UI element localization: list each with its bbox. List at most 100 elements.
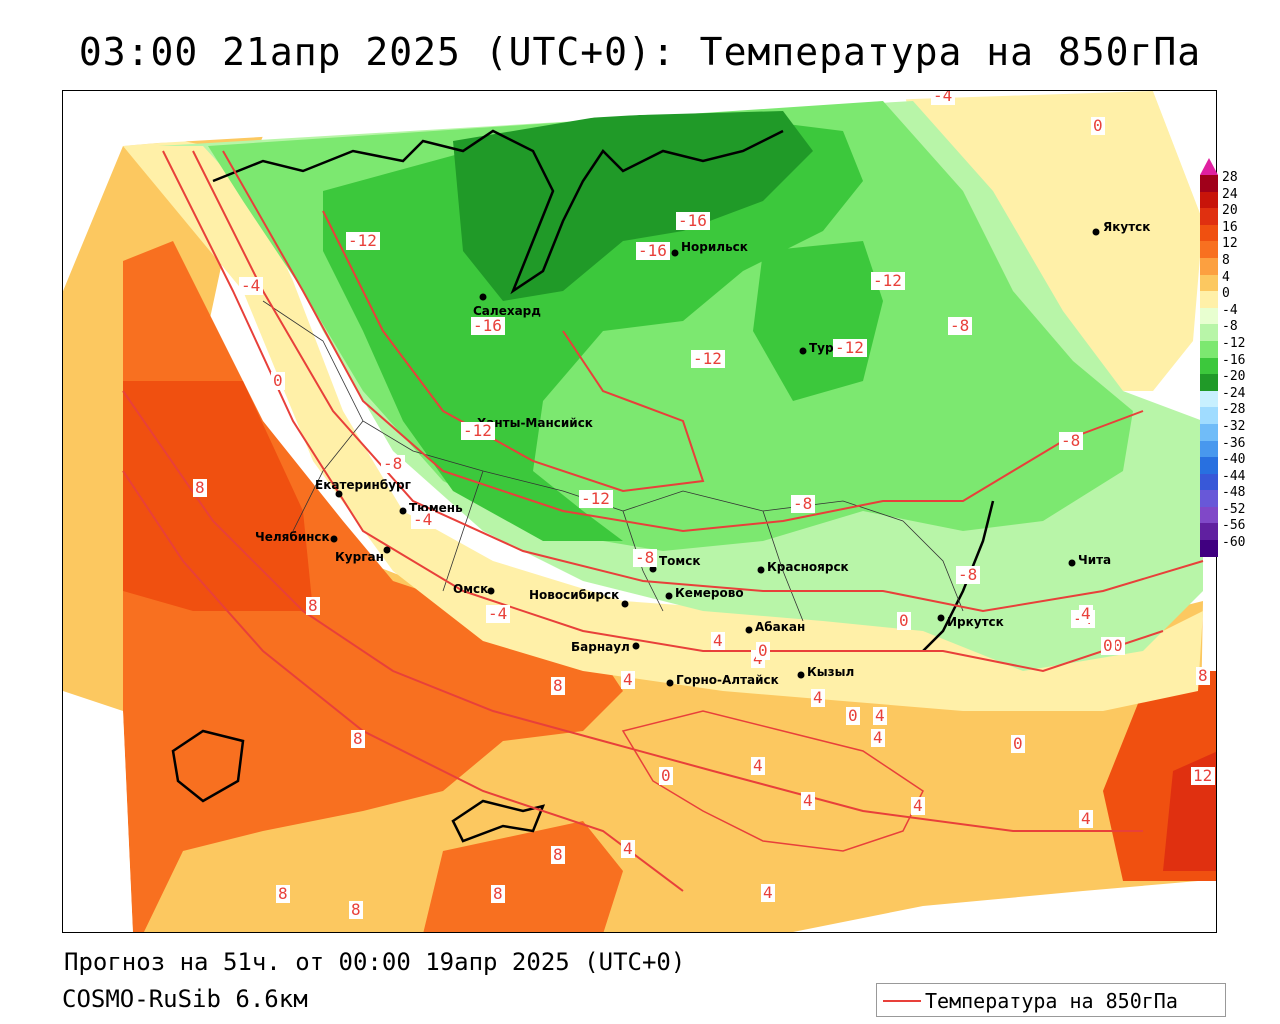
colorbar-swatch <box>1200 473 1218 491</box>
colorbar-tick-label: 16 <box>1222 219 1238 235</box>
colorbar-tick-label: -36 <box>1222 435 1246 451</box>
colorbar-swatch <box>1200 291 1218 308</box>
colorbar-swatch <box>1200 523 1218 541</box>
colorbar-tick-label: -60 <box>1222 535 1246 551</box>
isoline-value-label: -12 <box>348 231 377 250</box>
zone-yellow-ne <box>903 91 1203 391</box>
isoline-value-label: -8 <box>958 565 977 584</box>
city-kyzyl[interactable]: Кызыл <box>797 665 855 679</box>
colorbar-swatch <box>1200 423 1218 441</box>
isoline-label-bg <box>1191 767 1215 785</box>
isoline-label-bg <box>761 884 775 902</box>
city-label: Екатеринбург <box>315 478 411 492</box>
city-salekhard[interactable]: Салехард <box>473 293 541 319</box>
isoline-value-label: 8 <box>351 900 361 919</box>
city-abakan[interactable]: Абакан <box>745 620 806 634</box>
colorbar-tick-label: -56 <box>1222 518 1246 534</box>
city-label: Горно-Алтайск <box>676 673 779 687</box>
city-label: Иркутск <box>947 615 1004 629</box>
isoline-label-bg <box>871 729 885 747</box>
isoline-value-label: 0 <box>899 611 909 630</box>
colorbar-tick-label: 12 <box>1222 236 1238 252</box>
isoline-value-label: 0 <box>758 641 768 660</box>
isoline-label-bg <box>411 511 435 529</box>
city-omsk[interactable]: Омск <box>453 582 495 596</box>
map-title: 03:00 21апр 2025 (UTC+0): Температура на… <box>78 30 1202 74</box>
zone-orange-south <box>423 821 623 932</box>
city-chelyabinsk[interactable]: Челябинск <box>255 530 338 544</box>
isoline-label-bg <box>811 689 825 707</box>
aral-lake <box>171 729 245 803</box>
isoline-value-label: -12 <box>873 271 902 290</box>
isotherm-minus4 <box>192 150 1204 613</box>
isoline-value-label: 4 <box>763 883 773 902</box>
city-kemerovo[interactable]: Кемерово <box>665 586 744 600</box>
forecast-info: Прогноз на 51ч. от 00:00 19апр 2025 (UTC… <box>64 948 686 976</box>
city-irkutsk[interactable]: Иркутск <box>937 614 1004 630</box>
isoline-value-label: 8 <box>553 676 563 695</box>
isoline-label-bg <box>461 422 495 440</box>
city-chita[interactable]: Чита <box>1068 553 1112 567</box>
colorbar-swatch <box>1200 506 1218 524</box>
isoline-value-label: 4 <box>1081 809 1091 828</box>
city-yakutsk[interactable]: Якутск <box>1092 220 1151 236</box>
colorbar-tick-label: -48 <box>1222 485 1246 501</box>
colorbar-tick-label: -52 <box>1222 501 1246 517</box>
temperature-map[interactable]: Якутск Норильск Салехард Тура Ханты-Манс… <box>62 90 1217 933</box>
colorbar-swatch <box>1200 440 1218 458</box>
city-label: Кызыл <box>807 665 854 679</box>
isoline-label-bg <box>551 846 565 864</box>
colorbar-top-arrow <box>1200 158 1218 175</box>
isoline-value-label: 8 <box>195 478 205 497</box>
colorbar-swatch <box>1200 191 1218 209</box>
city-yekaterinburg[interactable]: Екатеринбург <box>315 478 411 498</box>
city-tomsk[interactable]: Томск <box>649 554 701 573</box>
colorbar-tick-label: -8 <box>1222 319 1238 335</box>
city-label: Барнаул <box>571 640 630 654</box>
colorbar-tick-label: 24 <box>1222 186 1238 202</box>
isoline-value-label: 0 <box>1113 636 1123 655</box>
isoline-label-bg <box>1079 605 1093 623</box>
isoline-value-label: 4 <box>813 688 823 707</box>
colorbar-tick-label: 20 <box>1222 203 1238 219</box>
isoline-value-label: -16 <box>638 241 667 260</box>
city-label: Салехард <box>473 304 541 318</box>
isoline-label-bg <box>659 767 673 785</box>
isoline-value-label: -8 <box>950 316 969 335</box>
isoline-value-label: -16 <box>473 316 502 335</box>
city-novosibirsk[interactable]: Новосибирск <box>529 588 629 608</box>
city-norilsk[interactable]: Норильск <box>671 240 748 257</box>
isoline-value-label: 4 <box>713 631 723 650</box>
river-yenisei <box>922 500 995 652</box>
isotherm-minus8 <box>222 150 1144 533</box>
colorbar-labels: 28 24 20 16 12 8 4 0 -4 -8 -12 -16 -20 -24 -28 -32 -36 -4… <box>1222 170 1245 552</box>
isotherm-plus4 <box>122 390 1143 832</box>
isoline-label-bg <box>1091 117 1105 135</box>
city-label: Якутск <box>1103 220 1150 234</box>
isoline-label-bg <box>873 707 887 725</box>
colorbar-swatch <box>1200 457 1218 474</box>
city-krasnoyarsk[interactable]: Красноярск <box>757 560 849 574</box>
isoline-value-label: 12 <box>1193 766 1212 785</box>
zone-orange-west-2 <box>123 381 313 611</box>
city-kurgan[interactable]: Курган <box>335 546 391 565</box>
isoline-value-label: 4 <box>753 756 763 775</box>
colorbar <box>1200 175 1218 557</box>
isoline-label-bg <box>621 671 635 689</box>
isoline-value-label: -4 <box>488 604 507 623</box>
colorbar-tick-label: -12 <box>1222 335 1246 351</box>
lake-balkhash <box>451 799 546 843</box>
zone-dark-green <box>323 121 863 541</box>
isoline-label-bg <box>1059 432 1083 450</box>
isoline-label-bg <box>349 901 363 919</box>
isoline-label-bg <box>791 495 815 513</box>
isoline-value-label: 8 <box>553 845 563 864</box>
city-barnaul[interactable]: Барнаул <box>571 640 640 654</box>
isoline-label-bg <box>381 455 405 473</box>
city-gorno-altaysk[interactable]: Горно-Алтайск <box>666 673 779 687</box>
colorbar-tick-label: -24 <box>1222 385 1246 401</box>
isoline-label-bg <box>931 91 955 105</box>
colorbar-swatch <box>1200 175 1218 192</box>
isoline-label-bg <box>271 372 285 390</box>
zone-green-tura <box>753 241 883 401</box>
